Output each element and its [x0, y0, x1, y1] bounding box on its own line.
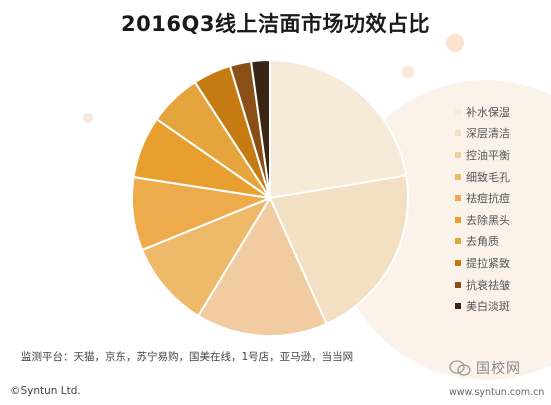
legend-swatch — [455, 130, 461, 137]
pie-slice-10 — [249, 58, 271, 199]
legend-label: 提拉紧致 — [466, 256, 510, 270]
pie-slice-2 — [268, 174, 409, 326]
pie-slice-1 — [269, 58, 408, 200]
pie-slice-3 — [196, 195, 328, 337]
legend-swatch — [455, 108, 461, 115]
legend-item: 抗衰祛皱 — [455, 274, 510, 296]
source-note: 监测平台：天猫，京东，苏宁易购，国美在线，1号店，亚马逊，当当网 — [21, 351, 354, 363]
site-url: www.syntun.com.cn — [449, 387, 545, 398]
legend-swatch — [455, 281, 461, 288]
legend-item: 去角质 — [455, 231, 510, 253]
chart-title: 2016Q3线上洁面市场功效占比 — [121, 12, 430, 36]
legend-label: 去除黑头 — [466, 213, 510, 227]
legend-item: 细致毛孔 — [455, 166, 510, 188]
legend-label: 抗衰祛皱 — [466, 278, 510, 292]
legend-swatch — [455, 173, 461, 180]
legend-label: 深层清洁 — [466, 127, 510, 141]
legend-item: 提拉紧致 — [455, 252, 510, 274]
legend-label: 祛痘抗痘 — [466, 192, 510, 206]
legend-swatch — [455, 259, 461, 266]
copyright: ©Syntun Ltd. — [10, 385, 81, 397]
legend-swatch — [455, 151, 461, 158]
watermark-text: 国校网 — [476, 361, 521, 377]
wechat-icon — [449, 360, 471, 376]
legend-swatch — [455, 195, 461, 202]
watermark: 国校网 — [449, 358, 521, 378]
legend-swatch — [455, 303, 461, 310]
legend-swatch — [455, 216, 461, 223]
legend-label: 补水保湿 — [466, 105, 510, 119]
legend-label: 细致毛孔 — [466, 170, 510, 184]
legend-item: 控油平衡 — [455, 144, 510, 166]
legend-item: 去除黑头 — [455, 209, 510, 231]
legend: 补水保湿深层清洁控油平衡细致毛孔祛痘抗痘去除黑头去角质提拉紧致抗衰祛皱美白淡斑 — [455, 101, 510, 317]
legend-item: 补水保湿 — [455, 101, 510, 123]
legend-label: 去角质 — [466, 235, 499, 249]
legend-item: 美白淡斑 — [455, 295, 510, 317]
legend-label: 美白淡斑 — [466, 300, 510, 314]
decor-dot — [83, 113, 93, 123]
legend-item: 深层清洁 — [455, 123, 510, 145]
legend-label: 控油平衡 — [466, 148, 510, 162]
decor-dot — [446, 34, 464, 52]
decor-dot — [402, 66, 414, 78]
pie-slice-4 — [140, 195, 273, 318]
legend-swatch — [455, 238, 461, 245]
legend-item: 祛痘抗痘 — [455, 187, 510, 209]
